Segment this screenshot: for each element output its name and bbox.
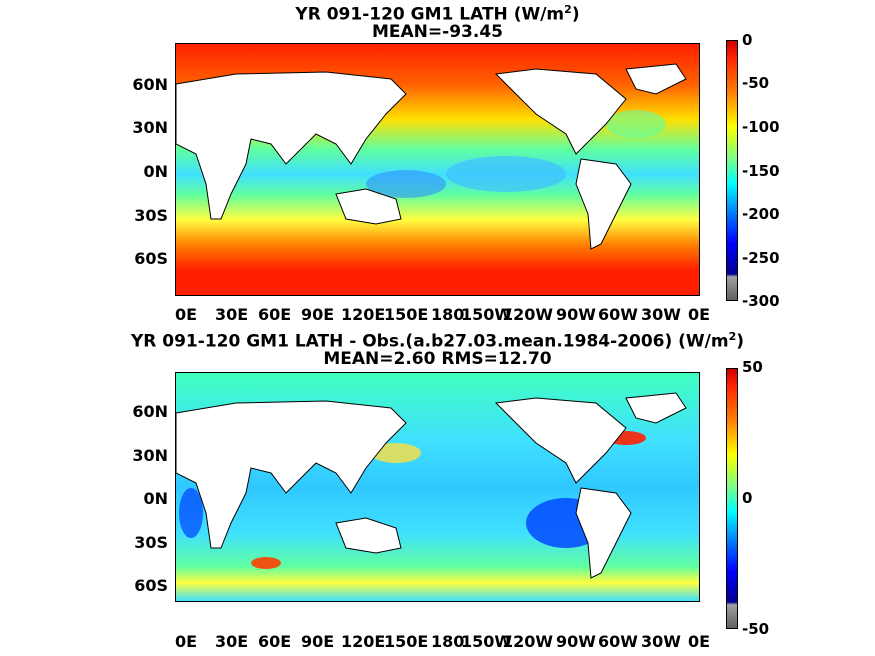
- panel1-lon-label-90w: 90W: [556, 305, 596, 324]
- panel1-lat-label-30n: 30N: [132, 118, 168, 137]
- panel2-lon-label-120e: 120E: [341, 632, 386, 651]
- panel1-lon-label-30e: 30E: [215, 305, 249, 324]
- panel1-indopacific-anomaly: [366, 170, 446, 198]
- panel1-lon-label-120e: 120E: [341, 305, 386, 324]
- panel1-lon-label-150e: 150E: [384, 305, 429, 324]
- panel2-lon-label-0e-end: 0E: [688, 632, 711, 651]
- panel1-colorbar-tick-0: 0: [742, 31, 753, 49]
- panel1-map: [175, 43, 700, 296]
- panel1-colorbar-tick-1: -50: [742, 74, 770, 92]
- panel1-south-america: [575, 158, 632, 250]
- panel2-map-svg: [176, 373, 699, 601]
- panel2-afroeurasia: [176, 400, 407, 549]
- panel1-antarctic-ocean: [176, 276, 699, 295]
- panel1-title: YR 091-120 GM1 LATH (W/m2): [0, 0, 875, 25]
- panel2-lat-label-30s: 30S: [134, 533, 168, 552]
- panel1-colorbar-tick-6: -300: [742, 292, 780, 310]
- panel2-lon-label-60e: 60E: [258, 632, 292, 651]
- panel1-title-main: YR 091-120 GM1 LATH (W/m: [295, 4, 565, 25]
- panel2-land: [176, 392, 687, 579]
- panel2-west-negative: [179, 488, 203, 538]
- panel2-subtitle: MEAN=2.60 RMS=12.70: [323, 349, 552, 369]
- panel2-lon-label-120w: 120W: [502, 632, 554, 651]
- panel2-north-america: [494, 397, 627, 484]
- panel1-colorbar-tick-3: -150: [742, 162, 780, 180]
- panel2-lon-label-90e: 90E: [301, 632, 335, 651]
- panel2-title-tail: ): [736, 331, 745, 352]
- panel1-north-america: [494, 68, 627, 155]
- panel1-title-sup: 2: [564, 3, 572, 16]
- panel1-colorbar-tick-4: -200: [742, 205, 780, 223]
- panel2-title: YR 091-120 GM1 LATH - Obs.(a.b27.03.mean…: [0, 327, 875, 352]
- panel1-lat-label-60n: 60N: [132, 75, 168, 94]
- panel2-lat-label-0n: 0N: [143, 489, 168, 508]
- panel1-lon-label-120w: 120W: [502, 305, 554, 324]
- panel2-greenland: [625, 392, 687, 424]
- panel1-lon-label-150w: 150W: [461, 305, 513, 324]
- panel1-lon-label-60w: 60W: [598, 305, 638, 324]
- panel2-lon-label-180: 180: [431, 632, 465, 651]
- panel1-greenland: [625, 63, 687, 95]
- panel2-lon-label-30e: 30E: [215, 632, 249, 651]
- panel1-lat-label-30s: 30S: [134, 206, 168, 225]
- panel1-colorbar: [726, 40, 738, 301]
- panel1-colorbar-tick-2: -100: [742, 118, 780, 136]
- panel2-lat-label-60s: 60S: [134, 576, 168, 595]
- panel1-map-svg: [176, 44, 699, 295]
- panel2-lat-label-30n: 30N: [132, 446, 168, 465]
- panel2-map: [175, 372, 700, 602]
- panel1-lon-label-0e: 0E: [175, 305, 198, 324]
- panel2-kuroshio-positive: [371, 443, 421, 463]
- panel1-lon-label-30w: 30W: [641, 305, 681, 324]
- panel1-lon-label-60e: 60E: [258, 305, 292, 324]
- panel2-lat-label-60n: 60N: [132, 402, 168, 421]
- panel1-lon-label-180: 180: [431, 305, 465, 324]
- panel1-atlantic-anomaly: [606, 110, 666, 138]
- panel2-lon-label-0e: 0E: [175, 632, 198, 651]
- panel1-subtitle: MEAN=-93.45: [372, 22, 503, 42]
- panel1-lon-label-90e: 90E: [301, 305, 335, 324]
- panel2-lon-label-60w: 60W: [598, 632, 638, 651]
- panel2-title-sup: 2: [728, 330, 737, 343]
- panel1-lon-label-0e-end: 0E: [688, 305, 711, 324]
- panel2-colorbar: [726, 368, 738, 629]
- panel2-south-america: [575, 487, 632, 579]
- panel2-colorbar-tick-0: 50: [742, 358, 763, 376]
- panel2-lon-label-150e: 150E: [384, 632, 429, 651]
- panel2-title-main: YR 091-120 GM1 LATH - Obs.(a.b27.03.mean…: [130, 331, 729, 352]
- panel1-colorbar-tick-5: -250: [742, 249, 780, 267]
- panel2-australia: [335, 517, 402, 554]
- panel1-lat-label-0n: 0N: [143, 162, 168, 181]
- panel1-pacific-anomaly: [446, 156, 566, 192]
- panel2-colorbar-tick-1: 0: [742, 489, 753, 507]
- panel1-land: [176, 63, 699, 295]
- panel1-afroeurasia: [176, 71, 407, 220]
- panel2-lon-label-30w: 30W: [641, 632, 681, 651]
- panel1-lat-label-60s: 60S: [134, 249, 168, 268]
- panel1-title-tail: ): [571, 4, 580, 25]
- panel2-colorbar-tick-2: -50: [742, 620, 770, 638]
- panel2-lon-label-150w: 150W: [461, 632, 513, 651]
- panel1-australia: [335, 188, 402, 225]
- panel2-lon-label-90w: 90W: [556, 632, 596, 651]
- panel2-southern-positive: [251, 557, 281, 569]
